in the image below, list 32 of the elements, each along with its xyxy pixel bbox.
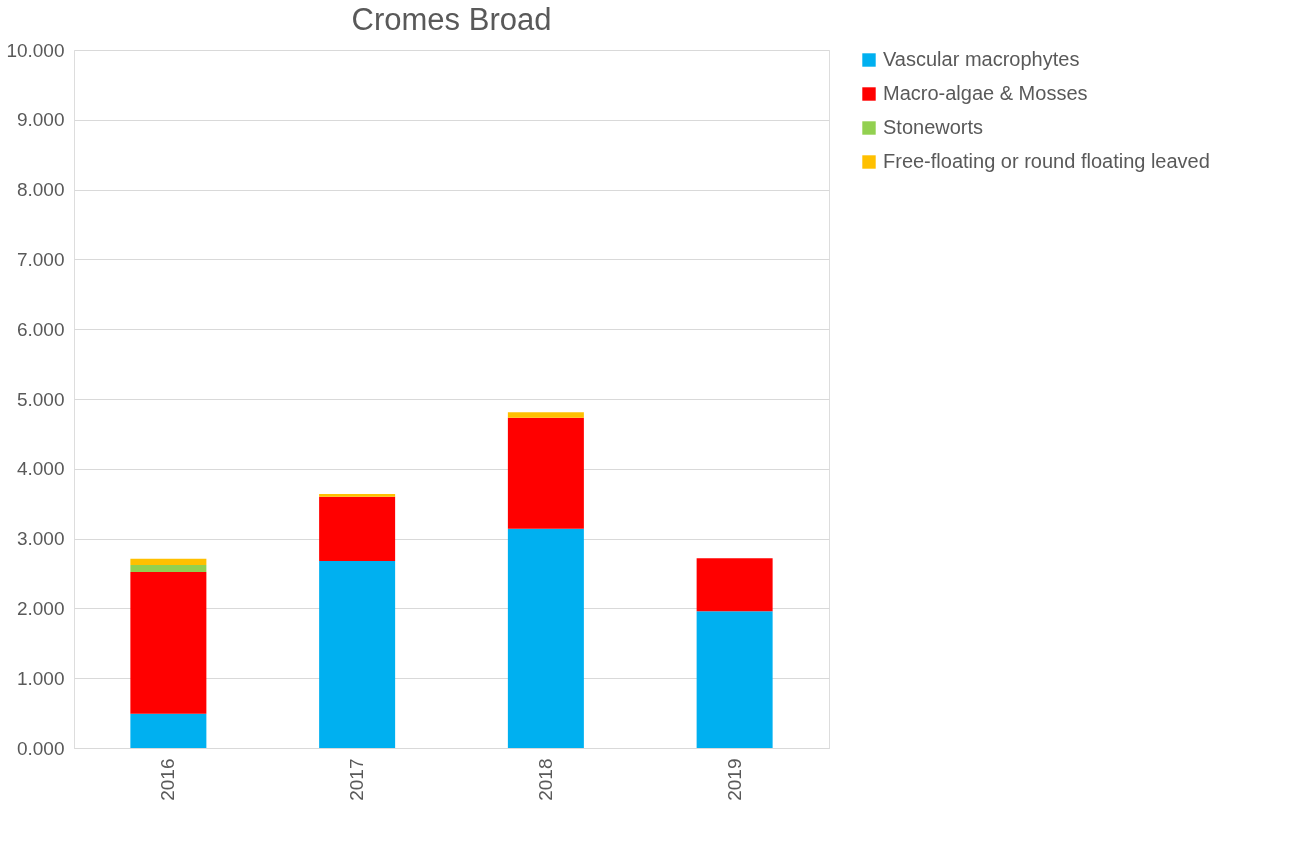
bar xyxy=(319,493,396,497)
bar xyxy=(507,528,584,748)
bar xyxy=(130,565,207,573)
y-tick-label: 9.000 xyxy=(16,109,65,131)
y-tick-label: 7.000 xyxy=(16,248,65,270)
y-tick-label: 0.000 xyxy=(16,737,65,759)
y-tick-label: 5.000 xyxy=(16,388,65,410)
legend-label: Macro-algae & Mosses xyxy=(883,82,1088,104)
bar xyxy=(507,417,584,529)
y-tick-label: 8.000 xyxy=(16,179,65,201)
y-tick-label: 2.000 xyxy=(16,597,65,619)
legend-label: Stoneworts xyxy=(883,116,984,138)
y-tick-label: 4.000 xyxy=(16,458,65,480)
x-tick-label: 2018 xyxy=(534,758,556,801)
bar xyxy=(130,558,207,566)
bar xyxy=(130,713,207,748)
y-tick-label: 6.000 xyxy=(16,318,65,340)
chart-title: Cromes Broad xyxy=(351,2,552,37)
bar xyxy=(319,496,396,561)
y-tick-label: 10.000 xyxy=(6,39,65,61)
x-tick-label: 2016 xyxy=(157,758,179,801)
legend-label: Vascular macrophytes xyxy=(883,48,1080,70)
x-tick-label: 2019 xyxy=(723,758,745,801)
bar xyxy=(696,558,773,612)
x-tick-label: 2017 xyxy=(346,758,368,801)
bar xyxy=(130,572,207,714)
y-tick-label: 3.000 xyxy=(16,528,65,550)
bar xyxy=(319,560,396,748)
bar xyxy=(696,611,773,748)
legend-label: Free-floating or round floating leaved xyxy=(883,150,1210,172)
bar xyxy=(507,412,584,418)
y-tick-label: 1.000 xyxy=(16,667,65,689)
